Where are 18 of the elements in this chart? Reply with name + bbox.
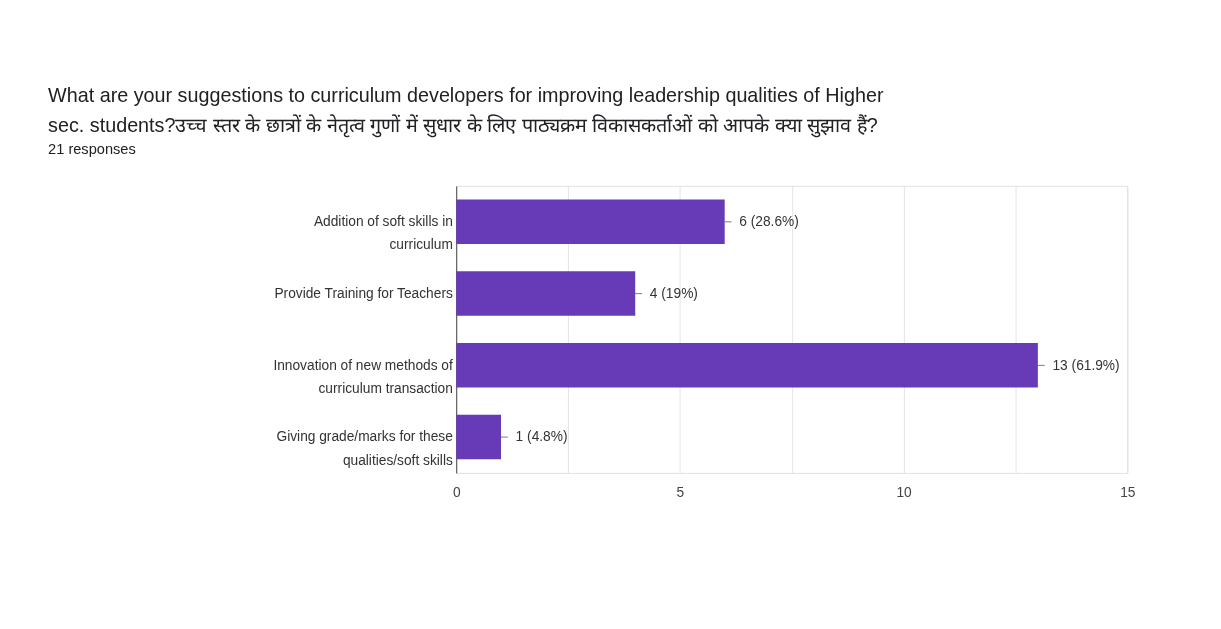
- x-tick-label: 15: [1120, 484, 1136, 500]
- y-tick-label: Addition of soft skills in curriculum: [313, 214, 453, 253]
- bar: [456, 414, 501, 460]
- data-label: 6 (28.6%): [739, 214, 799, 230]
- bar: [456, 343, 1038, 388]
- x-tick-label: 0: [452, 484, 461, 500]
- data-label: 13 (61.9%): [1052, 357, 1120, 373]
- y-tick-label: Innovation of new methods of curriculum transaction: [273, 357, 453, 396]
- data-label: 4 (19%): [649, 285, 698, 301]
- y-tick-label: Giving grade/marks for these qualities/soft skills: [276, 429, 454, 468]
- x-tick-label: 5: [676, 484, 685, 500]
- data-label: 1 (4.8%): [515, 429, 568, 445]
- x-tick-label: 10: [896, 484, 913, 500]
- bar: [456, 271, 636, 316]
- y-tick-label: Provide Training for Teachers: [274, 285, 453, 301]
- text: 21 responses: [48, 141, 136, 158]
- chart-title: What are your suggestions to curriculum developers for improving leadership qualities of Higher sec. students?उच्च स्तर के छात्रों के नेतृत्व गुणों में सुधार के लिए पाठ्यक्रम विकासकर्ताओं को आपके क्या सुझाव हैं?: [48, 83, 884, 138]
- bar: [456, 199, 725, 245]
